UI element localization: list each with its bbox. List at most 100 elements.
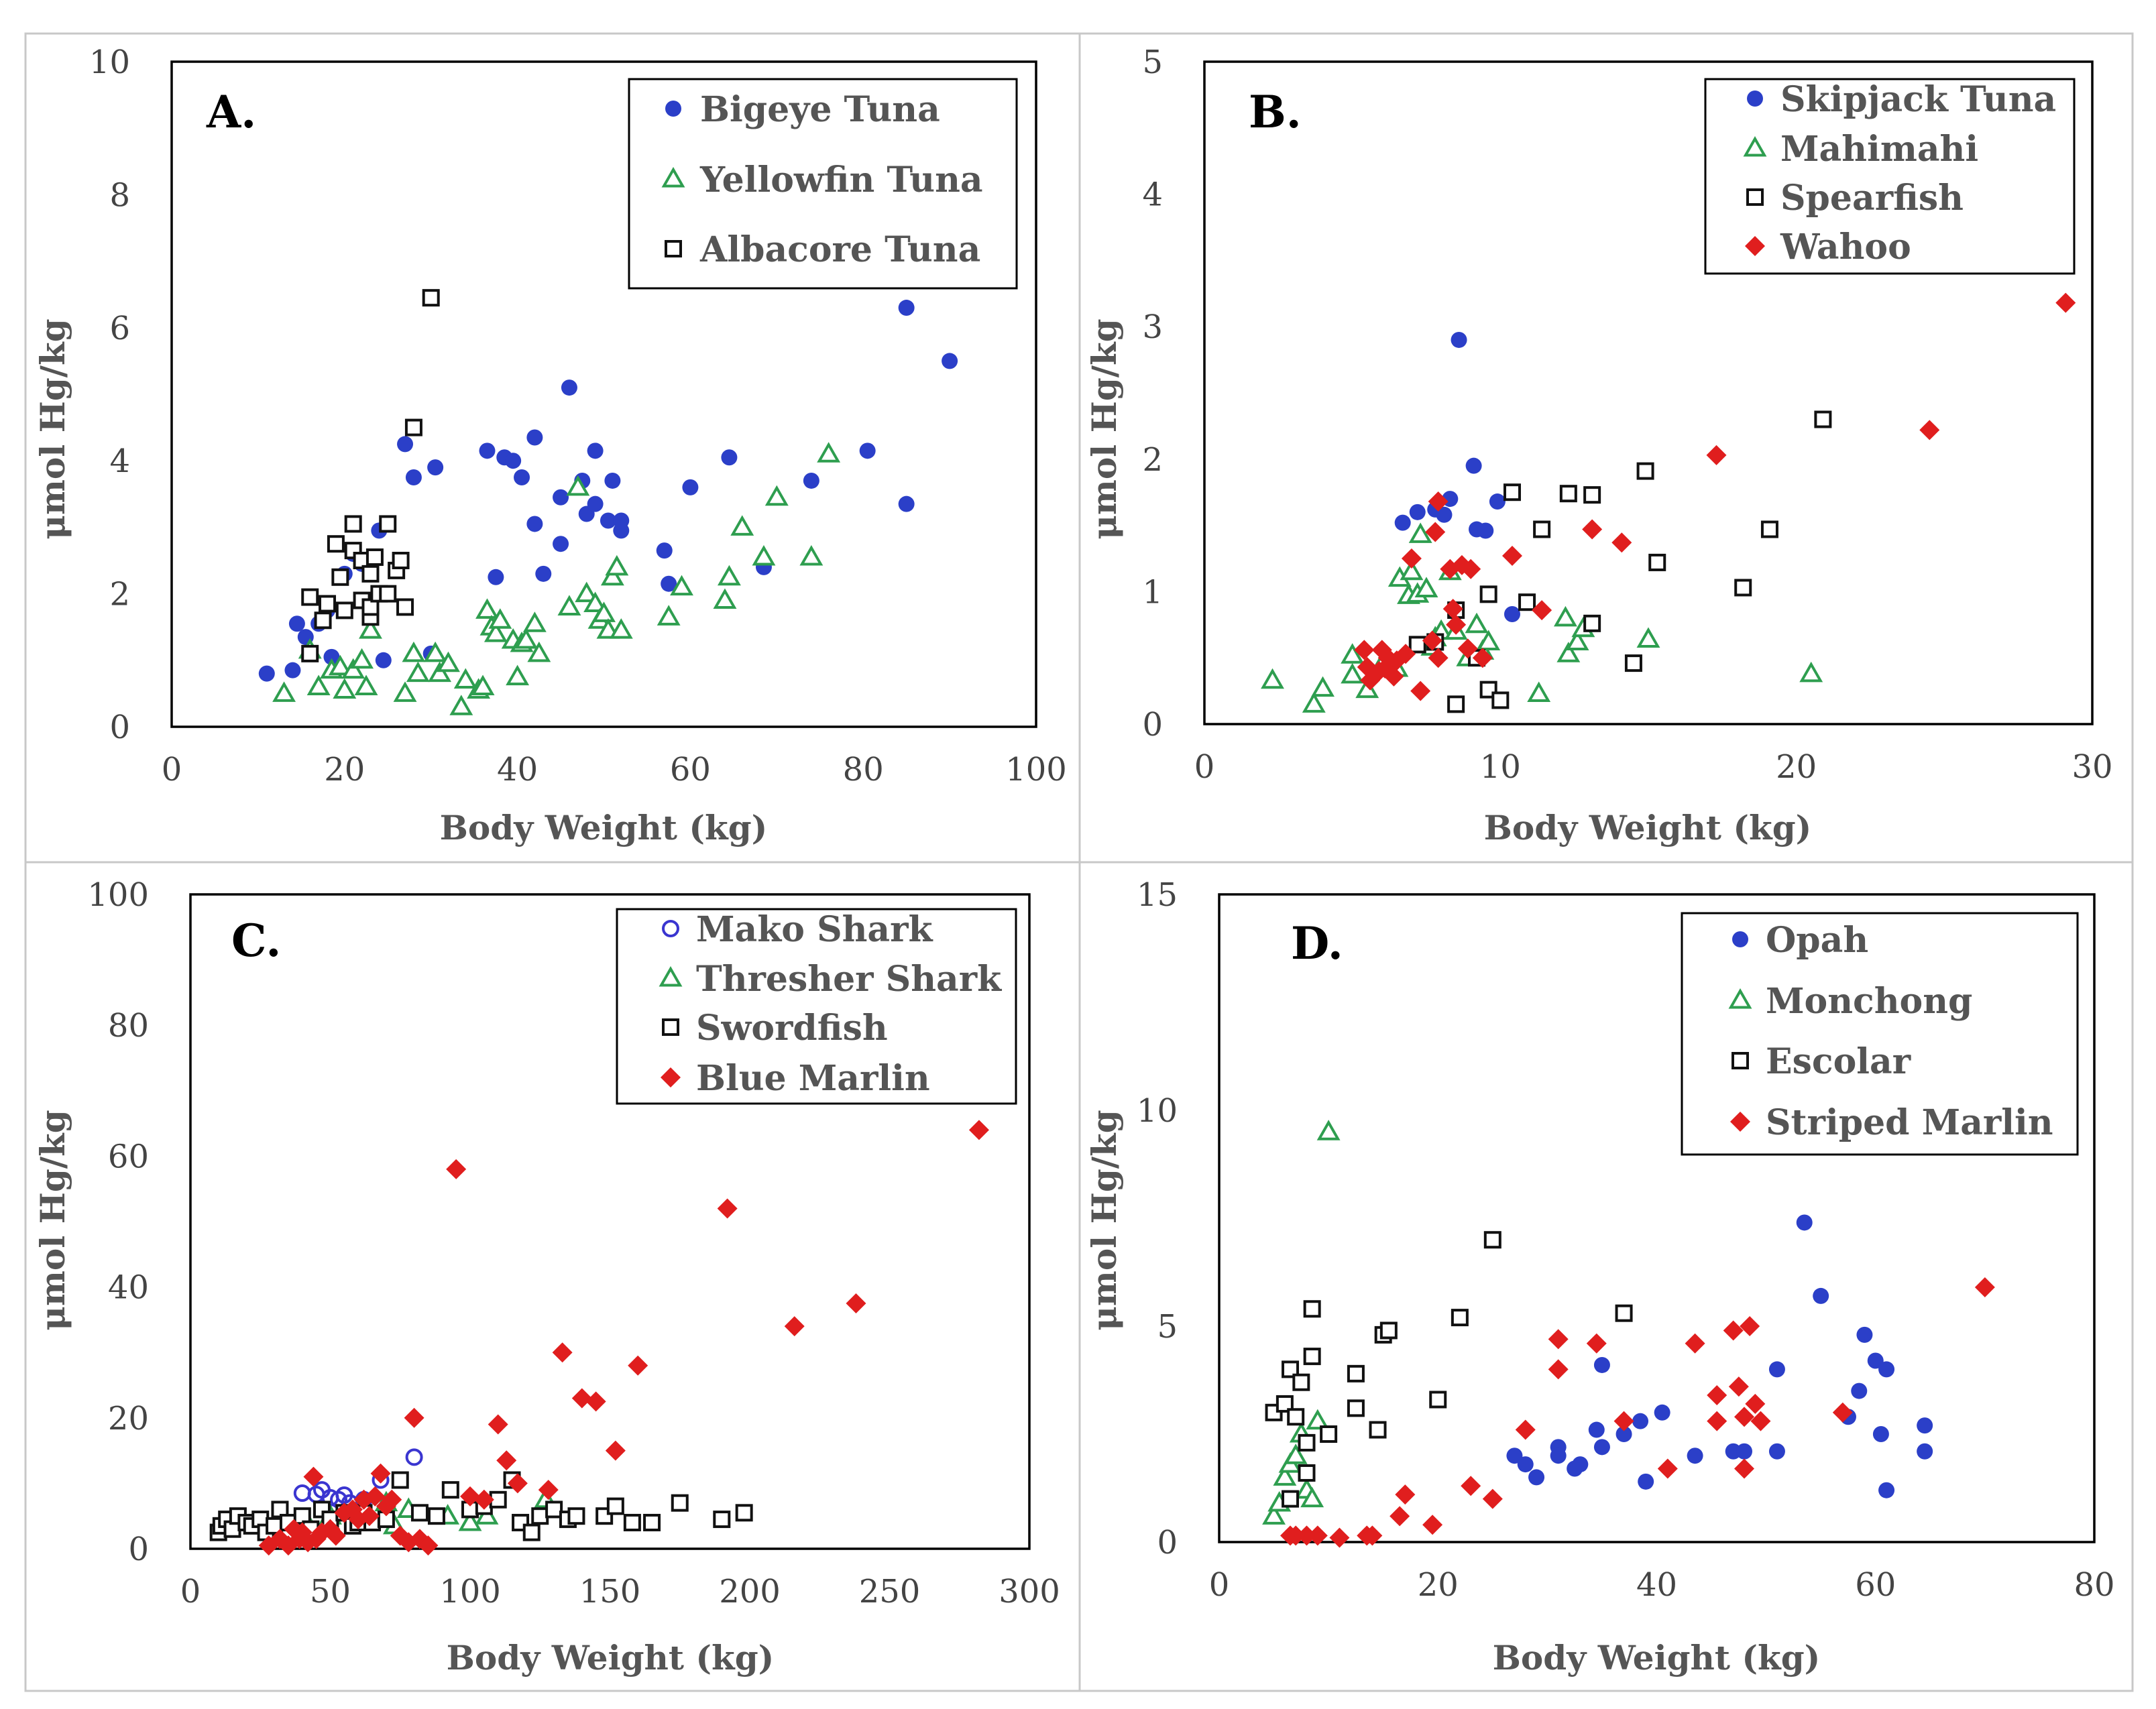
data-point [1872, 1426, 1889, 1442]
data-point [370, 1463, 391, 1484]
y-tick-label: 5 [1142, 44, 1163, 81]
y-tick-label: 0 [128, 1531, 149, 1568]
data-point [1832, 1402, 1853, 1423]
data-point [293, 1484, 311, 1502]
data-point [600, 512, 616, 529]
data-point [1657, 1458, 1678, 1479]
x-tick-label: 20 [324, 751, 365, 788]
data-point [1796, 1214, 1813, 1231]
x-tick-label: 60 [670, 751, 711, 788]
data-point [1360, 670, 1381, 691]
data-point [427, 459, 444, 476]
data-point [1408, 636, 1426, 654]
data-point [592, 601, 616, 622]
data-point [1282, 1360, 1300, 1378]
data-point [721, 449, 738, 466]
data-point [1302, 692, 1326, 713]
data-point [1723, 1320, 1744, 1341]
legend-label: Opah [1766, 920, 1868, 961]
data-point [1461, 1476, 1481, 1496]
data-point [566, 475, 590, 496]
legend-marker [662, 1018, 679, 1036]
data-point [375, 652, 392, 668]
data-point [404, 418, 422, 436]
legend-box [616, 908, 1017, 1105]
data-point [661, 575, 677, 592]
data-point [613, 512, 630, 529]
x-tick-label: 40 [1636, 1566, 1677, 1604]
data-point [423, 641, 447, 662]
data-point [1472, 648, 1493, 668]
data-point [609, 618, 633, 639]
data-point [1878, 1482, 1895, 1498]
data-point [605, 554, 629, 576]
data-point [1284, 1443, 1308, 1464]
data-point [1615, 1426, 1632, 1442]
data-point [475, 598, 499, 619]
x-tick-label: 150 [579, 1573, 641, 1610]
data-point [1745, 1393, 1766, 1414]
data-point [1262, 1504, 1286, 1525]
data-point [344, 515, 362, 533]
data-point [359, 1506, 380, 1527]
data-point [1298, 1464, 1316, 1482]
data-point [1286, 1525, 1306, 1546]
y-tick-label: 40 [108, 1269, 149, 1307]
x-tick-label: 50 [310, 1573, 351, 1610]
data-point [1479, 585, 1497, 603]
data-point [365, 548, 384, 567]
data-point [1559, 485, 1577, 503]
legend-marker [1747, 91, 1763, 107]
data-point [1624, 654, 1642, 672]
data-point [319, 595, 337, 613]
legend-label: Striped Marlin [1766, 1102, 2053, 1143]
data-point [1491, 691, 1510, 709]
data-point [1329, 1527, 1350, 1548]
data-point [1553, 605, 1577, 627]
data-point [361, 565, 380, 583]
data-point [1501, 546, 1522, 567]
data-point [1527, 681, 1551, 703]
data-point [1528, 1469, 1545, 1486]
y-tick-label: 80 [108, 1007, 149, 1045]
data-point [628, 1355, 648, 1376]
series-yellowfin-tuna [272, 442, 841, 715]
data-point [1394, 514, 1411, 531]
data-point [410, 1504, 429, 1522]
data-point [752, 545, 776, 566]
data-point [488, 569, 504, 585]
data-point [1856, 1326, 1873, 1343]
legend-marker [1732, 931, 1748, 947]
panel-2: 0 10 20 30 0 1 2 3 4 5 Body Weight (kg) μmol Hg/kg B… [1084, 44, 2113, 847]
data-point [1341, 662, 1365, 684]
data-point [1851, 1382, 1868, 1399]
data-point [1867, 1352, 1884, 1369]
data-point [406, 661, 430, 683]
data-point [1401, 548, 1422, 569]
legend-label: Albacore Tuna [699, 229, 980, 270]
data-point [535, 565, 552, 582]
data-point [538, 1480, 559, 1500]
data-point [479, 443, 496, 459]
data-point [397, 436, 414, 453]
legend-marker [1732, 1052, 1749, 1069]
legend-label: Mako Shark [696, 909, 933, 950]
data-point [1572, 1456, 1589, 1473]
data-point [301, 588, 319, 606]
data-point [1768, 1361, 1785, 1378]
data-point [1369, 1421, 1387, 1439]
data-point [545, 1500, 563, 1519]
y-axis-label: μmol Hg/kg [1084, 318, 1124, 539]
y-tick-label: 0 [1142, 706, 1163, 744]
data-point [1734, 579, 1752, 597]
data-point [1422, 1515, 1443, 1535]
data-point [1477, 630, 1501, 650]
data-point [427, 1507, 445, 1525]
data-point [522, 611, 547, 632]
data-point [382, 1489, 402, 1510]
data-point [605, 1440, 626, 1461]
data-point [1532, 600, 1552, 621]
legend-marker [1743, 135, 1767, 157]
data-point [1429, 1391, 1447, 1409]
